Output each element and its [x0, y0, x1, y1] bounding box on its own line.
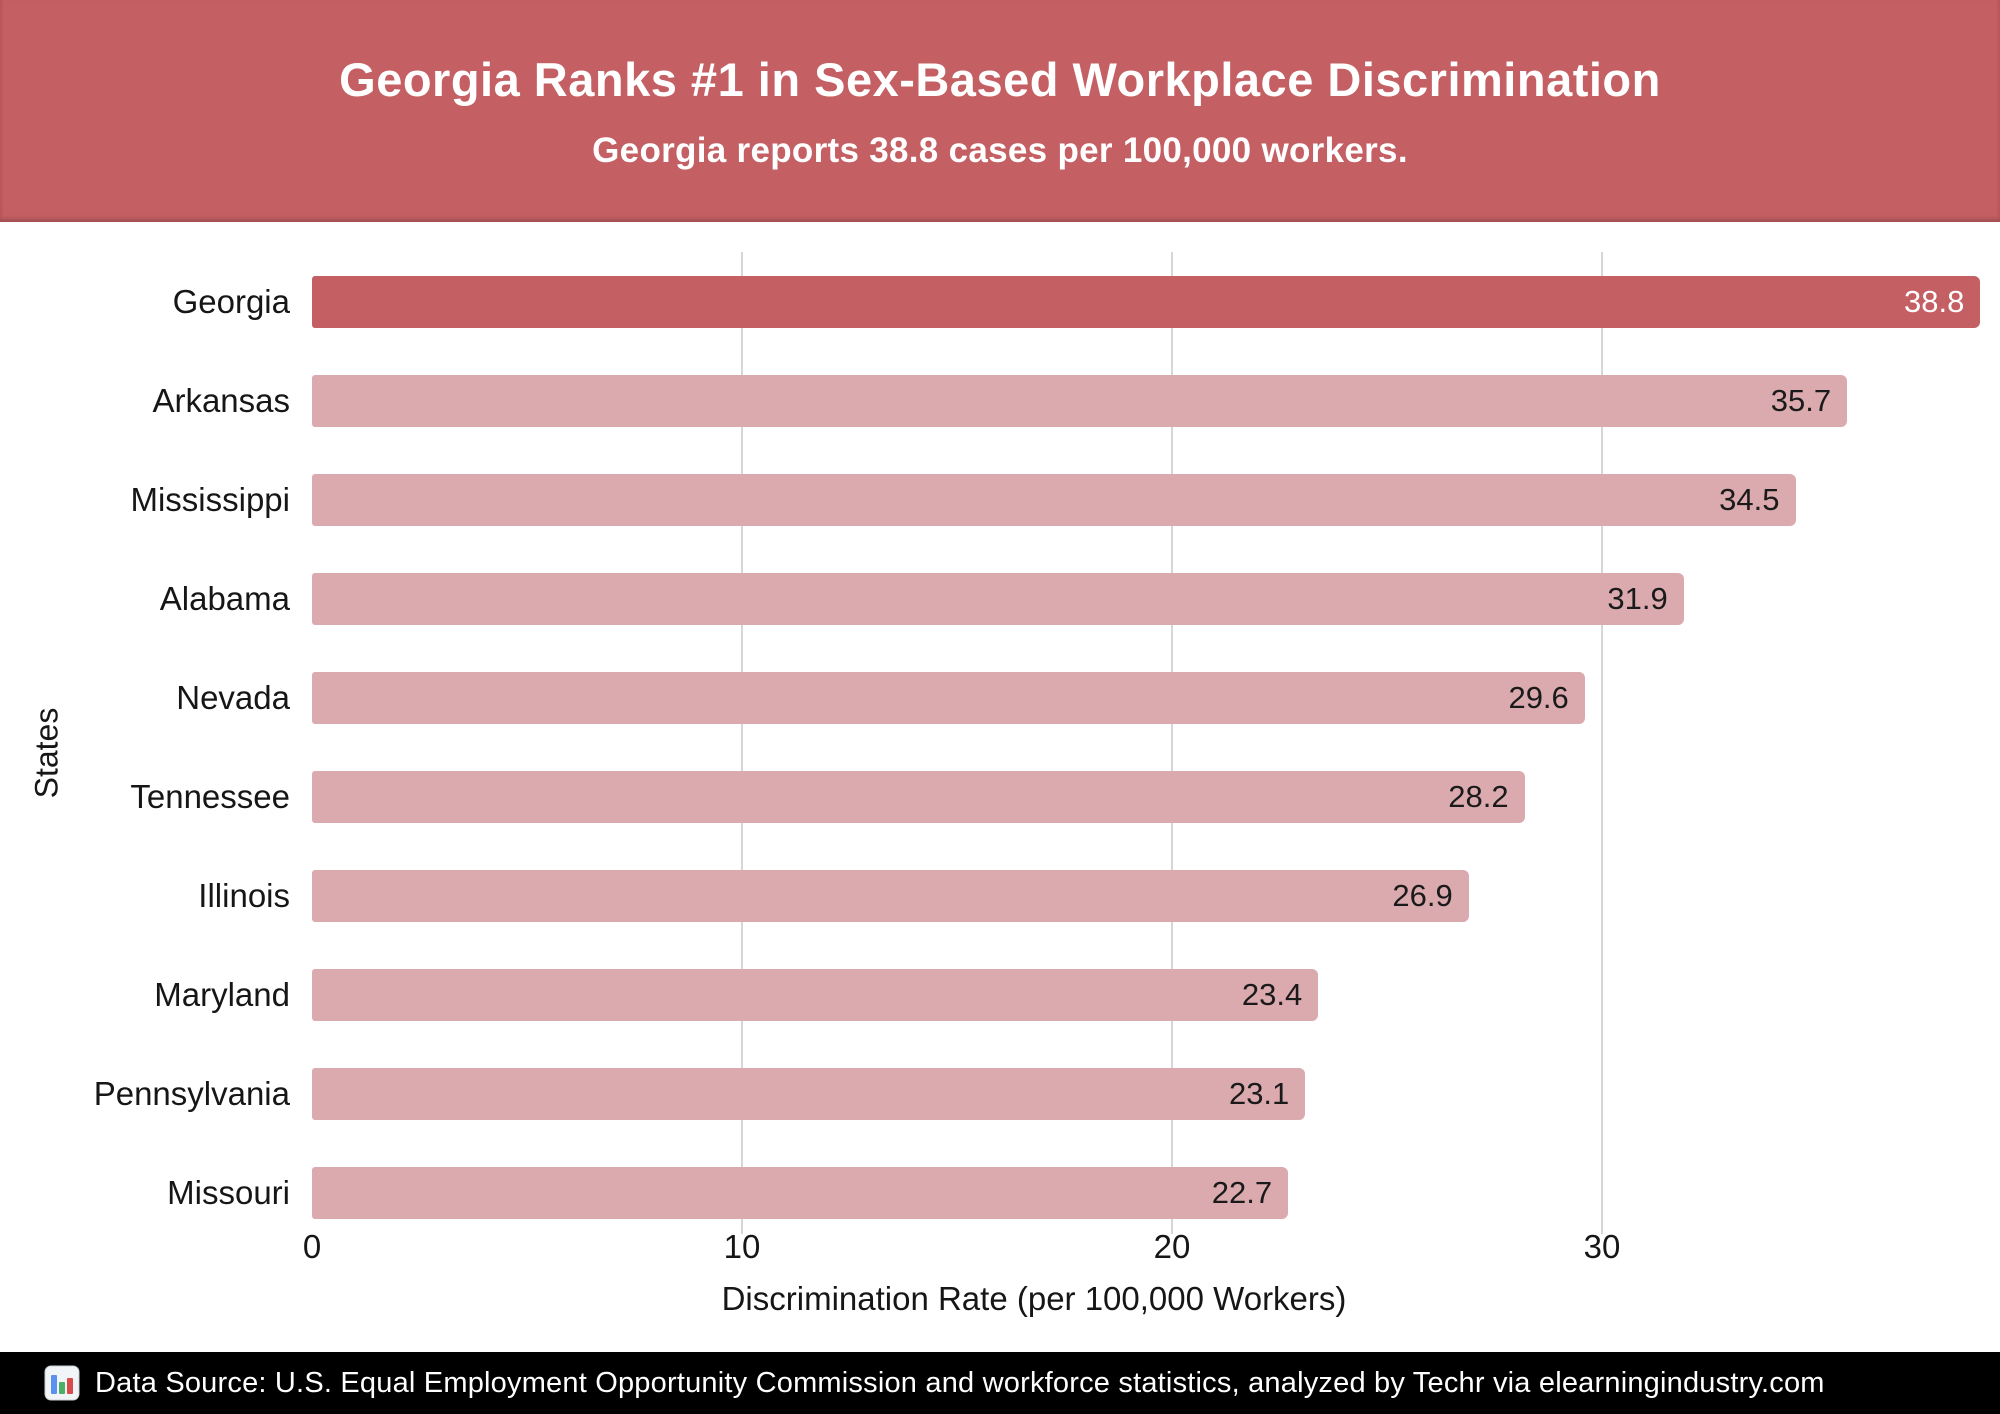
value-label-illinois: 26.9 — [1392, 877, 1453, 913]
value-label-georgia: 38.8 — [1904, 283, 1965, 319]
bar-missouri: 22.7 — [312, 1166, 1289, 1219]
x-tick-10: 10 — [723, 1228, 761, 1265]
category-label-mississippi: Mississippi — [130, 480, 290, 518]
x-tick-0: 0 — [302, 1228, 322, 1265]
source-footer: Data Source: U.S. Equal Employment Oppor… — [0, 1352, 2000, 1414]
chart-title: Georgia Ranks #1 in Sex-Based Workplace … — [339, 53, 1661, 106]
value-label-tennessee: 28.2 — [1448, 778, 1509, 814]
bar-nevada: 29.6 — [312, 671, 1585, 724]
value-label-maryland: 23.4 — [1241, 976, 1303, 1012]
chart-row-arkansas: Arkansas 35.7 — [0, 351, 2000, 450]
bar-illinois: 26.9 — [312, 869, 1469, 922]
category-label-nevada: Nevada — [176, 678, 290, 716]
bar-alabama: 31.9 — [312, 572, 1684, 625]
value-label-alabama: 31.9 — [1607, 580, 1668, 616]
category-label-missouri: Missouri — [167, 1173, 290, 1211]
x-axis-title: Discrimination Rate (per 100,000 Workers… — [721, 1280, 1347, 1317]
value-label-missouri: 22.7 — [1211, 1174, 1273, 1210]
bar-mississippi: 34.5 — [312, 473, 1796, 526]
x-tick-30: 30 — [1583, 1228, 1621, 1265]
chart-row-missouri: Missouri 22.7 — [0, 1143, 2000, 1242]
header-banner: Georgia Ranks #1 in Sex-Based Workplace … — [0, 0, 2000, 222]
category-label-pennsylvania: Pennsylvania — [93, 1074, 290, 1112]
chart-row-maryland: Maryland 23.4 — [0, 945, 2000, 1044]
category-label-alabama: Alabama — [159, 579, 290, 617]
gridline-20 — [1171, 252, 1173, 1234]
category-label-georgia: Georgia — [172, 282, 290, 320]
gridline-30 — [1601, 252, 1603, 1234]
chart-row-illinois: Illinois 26.9 — [0, 846, 2000, 945]
chart-row-tennessee: Tennessee 28.2 — [0, 747, 2000, 846]
category-label-tennessee: Tennessee — [130, 777, 290, 815]
category-label-maryland: Maryland — [154, 975, 290, 1013]
gridline-10 — [741, 252, 743, 1234]
x-tick-20: 20 — [1153, 1228, 1191, 1265]
value-label-pennsylvania: 23.1 — [1228, 1075, 1290, 1111]
category-label-arkansas: Arkansas — [152, 381, 290, 419]
footer-source-text: Data Source: U.S. Equal Employment Oppor… — [95, 1366, 1825, 1399]
bar-chart: States Georgia 38.8 Arkansas 35.7 Mississipp… — [0, 222, 2000, 1352]
chart-row-pennsylvania: Pennsylvania 23.1 — [0, 1044, 2000, 1143]
bar-georgia: 38.8 — [312, 275, 1981, 328]
bar-pennsylvania: 23.1 — [312, 1067, 1306, 1120]
chart-subtitle: Georgia reports 38.8 cases per 100,000 w… — [592, 131, 1408, 170]
value-label-mississippi: 34.5 — [1719, 481, 1780, 517]
bar-arkansas: 35.7 — [312, 374, 1848, 427]
bar-chart-icon — [44, 1365, 80, 1401]
chart-row-alabama: Alabama 31.9 — [0, 549, 2000, 648]
chart-row-georgia: Georgia 38.8 — [0, 252, 2000, 351]
value-label-nevada: 29.6 — [1508, 679, 1569, 715]
category-label-illinois: Illinois — [198, 876, 290, 914]
bar-maryland: 23.4 — [312, 968, 1319, 1021]
value-label-arkansas: 35.7 — [1770, 382, 1832, 418]
chart-row-mississippi: Mississippi 34.5 — [0, 450, 2000, 549]
chart-row-nevada: Nevada 29.6 — [0, 648, 2000, 747]
bar-tennessee: 28.2 — [312, 770, 1525, 823]
